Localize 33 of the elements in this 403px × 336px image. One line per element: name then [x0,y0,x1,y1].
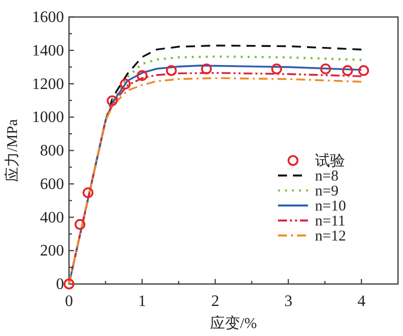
point [106,95,118,106]
y-tick-label: 1200 [32,76,64,93]
point [120,78,131,90]
point [358,65,370,76]
legend-label: n=9 [315,184,338,200]
y-tick-label: 1400 [32,42,64,60]
y-tick-label: 400 [40,209,64,226]
point [201,64,212,74]
x-tick-label: 3 [284,293,292,310]
legend-label: 试验 [315,152,345,170]
legend-label: n=12 [315,228,346,244]
x-tick-label: 1 [138,293,146,310]
x-axis-title: 应变/% [210,315,257,332]
legend-label: n=10 [315,198,346,214]
legend-label: n=11 [315,214,346,230]
y-tick-label: 0 [56,276,64,293]
point [320,64,332,74]
point [166,65,177,76]
y-tick-label: 800 [40,142,64,160]
point [64,278,74,290]
y-tick-label: 1000 [32,109,64,126]
point [342,65,353,76]
y-tick-label: 200 [40,242,64,260]
legend-label: n=8 [315,168,338,184]
x-tick-label: 4 [357,293,366,310]
point [74,219,86,230]
point [136,70,148,81]
y-tick-label: 600 [40,176,64,193]
point [271,64,282,74]
y-axis-title: 应力/MPa [4,118,21,182]
point [82,187,94,198]
x-tick-label: 2 [211,293,220,310]
y-tick-label: 1600 [32,9,64,26]
